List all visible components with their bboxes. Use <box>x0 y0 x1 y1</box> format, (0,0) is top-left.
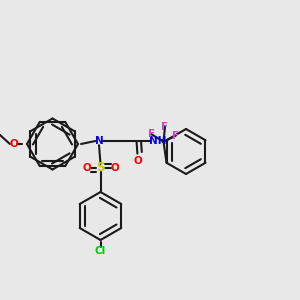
Text: O: O <box>82 163 91 173</box>
Text: S: S <box>96 161 105 175</box>
Text: F: F <box>172 131 179 141</box>
Text: NH: NH <box>149 136 166 146</box>
Text: Cl: Cl <box>95 245 106 256</box>
Text: F: F <box>161 122 169 132</box>
Text: O: O <box>134 155 142 166</box>
Text: F: F <box>148 129 155 139</box>
Text: O: O <box>9 139 18 149</box>
Text: O: O <box>110 163 119 173</box>
Text: N: N <box>94 136 103 146</box>
